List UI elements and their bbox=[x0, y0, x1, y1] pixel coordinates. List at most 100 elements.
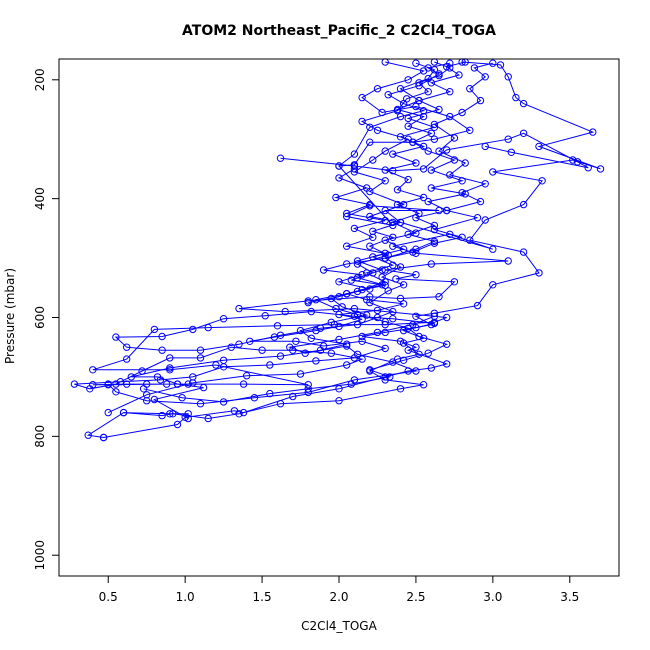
data-point bbox=[99, 433, 108, 442]
y-tick-label: 800 bbox=[33, 425, 47, 448]
data-point bbox=[393, 105, 402, 114]
data-point bbox=[386, 373, 394, 381]
data-point bbox=[204, 414, 212, 423]
data-point bbox=[196, 354, 205, 362]
data-point bbox=[373, 328, 382, 337]
x-axis-label: C2Cl4_TOGA bbox=[301, 619, 377, 633]
series-8 bbox=[104, 312, 439, 408]
data-point bbox=[489, 245, 497, 253]
data-point bbox=[419, 142, 428, 151]
data-point bbox=[332, 193, 340, 202]
data-point bbox=[363, 311, 371, 319]
data-point bbox=[292, 337, 300, 345]
data-point bbox=[281, 307, 289, 316]
data-point bbox=[307, 334, 315, 342]
data-point bbox=[350, 165, 359, 173]
data-point bbox=[350, 168, 359, 176]
data-point bbox=[389, 315, 397, 323]
data-point bbox=[466, 85, 474, 93]
y-axis-label: Pressure (mbar) bbox=[3, 268, 17, 364]
data-point bbox=[489, 281, 497, 289]
data-point bbox=[381, 147, 389, 155]
data-point bbox=[123, 343, 131, 351]
data-point bbox=[112, 333, 120, 341]
data-point bbox=[381, 254, 389, 262]
data-point bbox=[519, 200, 528, 209]
data-point bbox=[446, 59, 454, 67]
data-point bbox=[446, 88, 454, 96]
data-point bbox=[430, 135, 439, 143]
data-point bbox=[286, 343, 294, 351]
data-point bbox=[343, 361, 351, 369]
data-point bbox=[381, 249, 389, 258]
data-point bbox=[481, 142, 489, 151]
data-point bbox=[461, 190, 469, 198]
data-point bbox=[276, 331, 285, 339]
data-point bbox=[399, 99, 408, 108]
data-point bbox=[424, 88, 432, 96]
data-point bbox=[424, 147, 432, 155]
data-point bbox=[458, 177, 466, 185]
data-point bbox=[430, 237, 439, 246]
series-line bbox=[308, 168, 386, 304]
y-tick-label: 600 bbox=[33, 306, 47, 329]
data-point bbox=[399, 356, 408, 364]
data-point bbox=[393, 200, 402, 209]
data-point bbox=[273, 322, 282, 330]
series-line bbox=[103, 61, 601, 438]
x-tick-label: 2.5 bbox=[406, 590, 425, 604]
data-point bbox=[358, 93, 366, 102]
x-tick-label: 1.5 bbox=[253, 590, 272, 604]
data-point bbox=[358, 332, 366, 341]
data-point bbox=[427, 184, 435, 192]
y-tick-label: 200 bbox=[33, 68, 47, 91]
data-point bbox=[389, 150, 397, 158]
data-point bbox=[350, 224, 359, 233]
data-point bbox=[384, 91, 392, 99]
data-point bbox=[415, 82, 423, 90]
data-point bbox=[319, 266, 328, 274]
data-point bbox=[363, 269, 371, 277]
data-point bbox=[430, 123, 439, 132]
data-point bbox=[412, 229, 420, 237]
data-point bbox=[258, 346, 266, 354]
data-point bbox=[430, 221, 439, 230]
data-point bbox=[343, 342, 351, 350]
data-point bbox=[389, 307, 397, 316]
data-point bbox=[489, 168, 497, 176]
data-point bbox=[312, 357, 320, 365]
data-point bbox=[412, 312, 420, 320]
data-point bbox=[173, 420, 182, 429]
data-point bbox=[358, 337, 366, 345]
data-point bbox=[276, 352, 285, 360]
data-point bbox=[435, 105, 443, 114]
data-point bbox=[412, 245, 420, 253]
data-point bbox=[504, 257, 512, 265]
data-point bbox=[589, 128, 597, 136]
data-point bbox=[304, 298, 312, 307]
data-point bbox=[430, 312, 439, 320]
data-point bbox=[301, 349, 309, 357]
data-point bbox=[358, 285, 366, 294]
data-point bbox=[404, 122, 412, 130]
data-point bbox=[116, 378, 125, 386]
plot-series-group bbox=[70, 58, 605, 442]
data-point bbox=[86, 385, 94, 393]
data-point bbox=[473, 214, 482, 222]
data-point bbox=[381, 206, 389, 215]
data-point bbox=[424, 349, 432, 357]
data-point bbox=[396, 85, 405, 93]
data-point bbox=[415, 332, 423, 341]
data-point bbox=[266, 361, 274, 369]
data-point bbox=[389, 261, 397, 269]
x-tick-label: 2.0 bbox=[329, 590, 348, 604]
data-point bbox=[219, 356, 228, 364]
data-point bbox=[166, 364, 174, 372]
data-point bbox=[415, 96, 423, 105]
data-point bbox=[343, 242, 351, 250]
data-point bbox=[409, 320, 417, 329]
data-point bbox=[369, 233, 377, 242]
data-point bbox=[239, 380, 248, 388]
data-point bbox=[353, 257, 362, 265]
data-point bbox=[173, 380, 182, 388]
